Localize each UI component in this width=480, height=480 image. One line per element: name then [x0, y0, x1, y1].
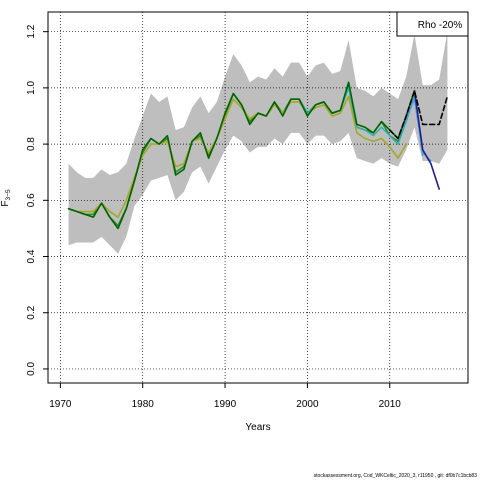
x-tick-label: 2010 — [379, 399, 402, 410]
y-axis-label: F3−5 — [0, 189, 12, 207]
legend-box — [396, 11, 469, 37]
legend: Rho -20% — [396, 11, 469, 37]
y-tick-label: 1.2 — [26, 24, 37, 38]
y-axis-label-main: F — [0, 200, 11, 206]
series-line — [388, 89, 449, 140]
legend-label: Rho -20% — [418, 20, 463, 31]
plot-frame — [47, 11, 469, 384]
x-axis: 1970 1980 1990 2000 2010 — [49, 383, 401, 410]
confidence-band — [68, 31, 448, 254]
series-line — [67, 95, 408, 218]
series-line — [67, 81, 416, 230]
y-tick-label: 0.4 — [26, 249, 37, 263]
x-tick-label: 1990 — [214, 399, 237, 410]
x-tick-label: 2000 — [296, 399, 319, 410]
y-tick-label: 0.6 — [26, 193, 37, 207]
x-tick-label: 1980 — [132, 399, 155, 410]
grid — [48, 12, 468, 383]
y-axis: 0.0 0.2 0.4 0.6 0.8 1.0 1.2 — [26, 24, 48, 376]
x-tick-label: 1970 — [49, 399, 72, 410]
x-axis-label: Years — [245, 422, 270, 433]
confidence-band-area — [68, 31, 448, 254]
series-lines — [67, 81, 449, 230]
y-tick-label: 0.2 — [26, 305, 37, 319]
y-axis-label-subscript: 3−5 — [5, 189, 12, 200]
series-line — [413, 89, 440, 190]
svg-text:F3−5: F3−5 — [0, 189, 12, 207]
y-tick-label: 0.0 — [26, 362, 37, 376]
y-tick-label: 0.8 — [26, 137, 37, 151]
y-tick-label: 1.0 — [26, 80, 37, 94]
footer-attribution: stockassessment.org, Cod_WKCeltic_2020_3… — [313, 473, 477, 479]
